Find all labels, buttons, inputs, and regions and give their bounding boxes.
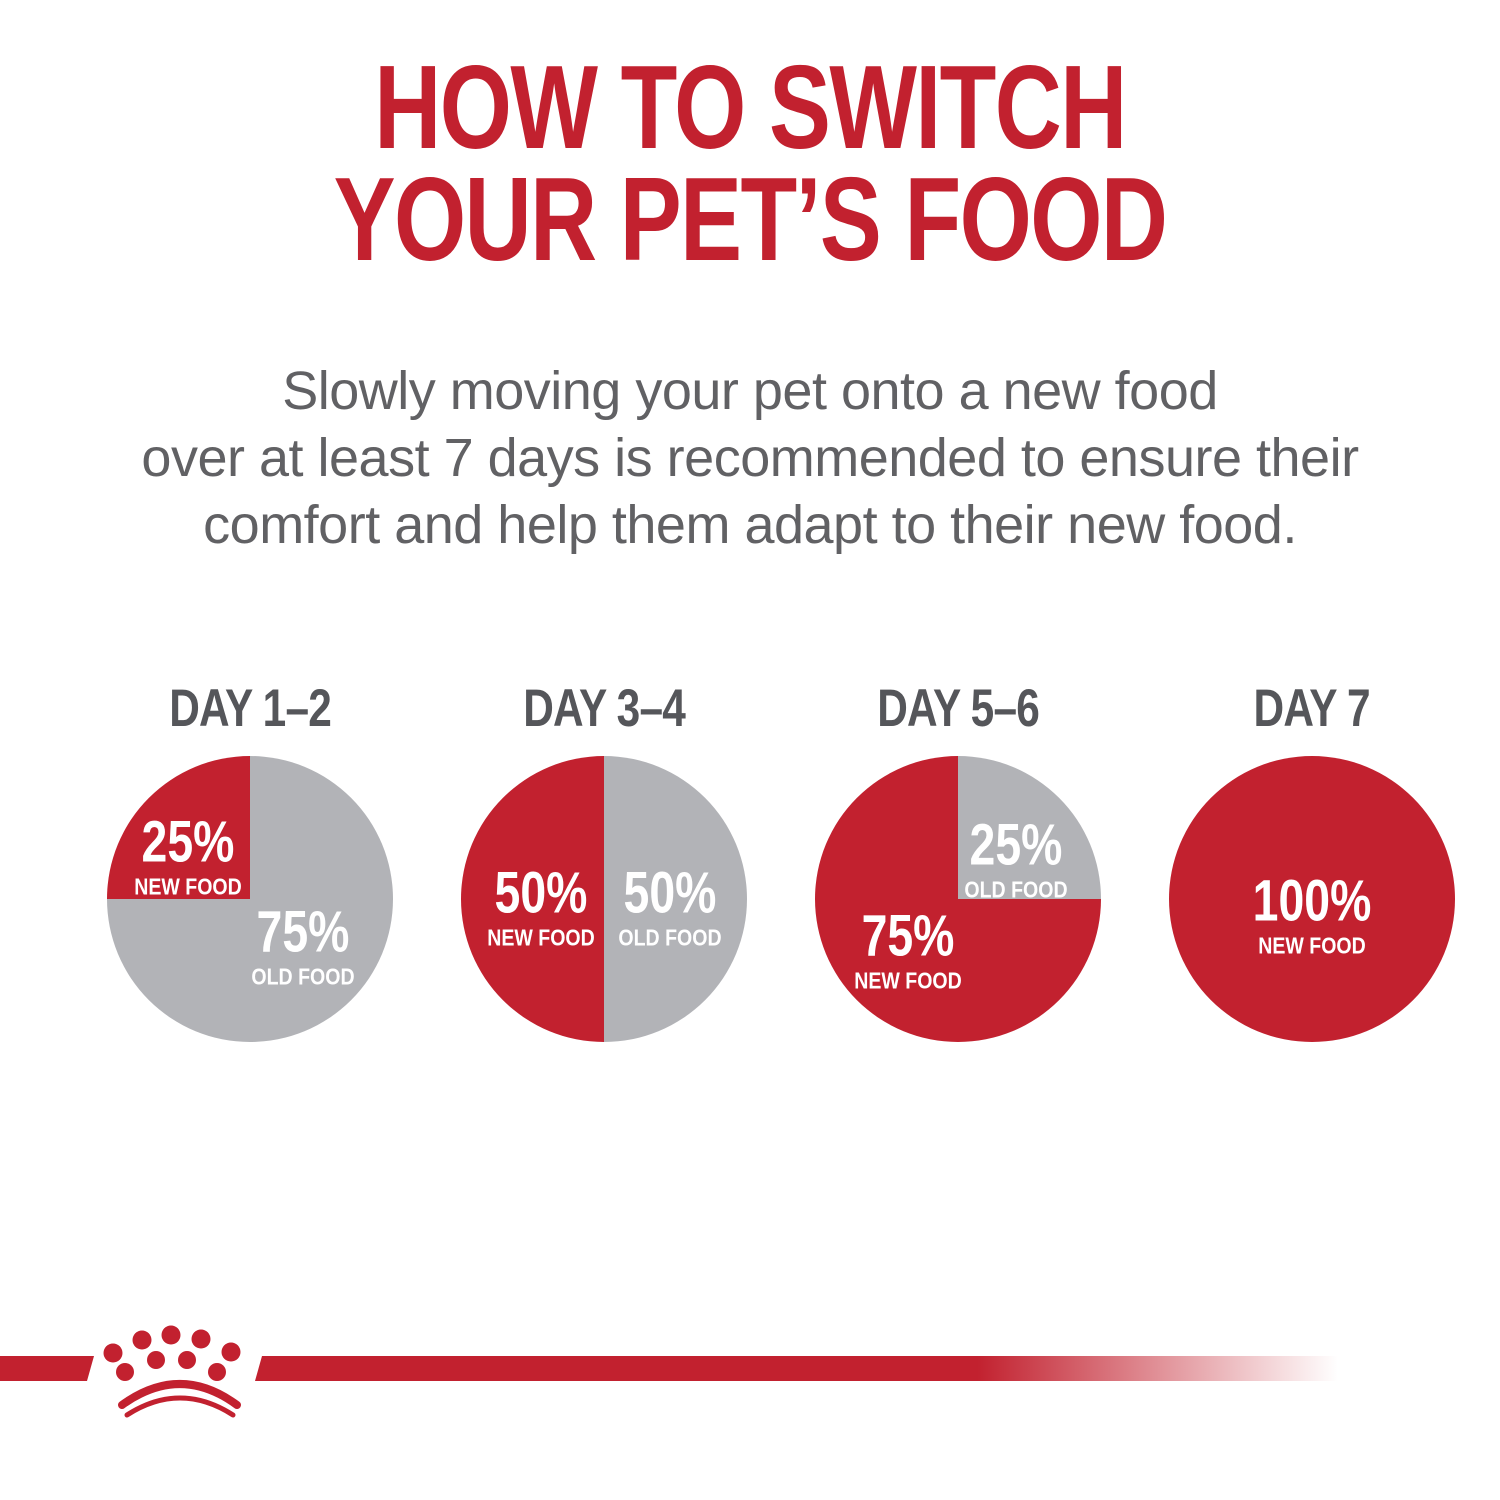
- day-7-label: DAY 7: [1253, 679, 1371, 738]
- new-food-percent: 25%: [141, 809, 235, 875]
- brand-stripe-right: [255, 1356, 1500, 1381]
- pie-chart-row: DAY 1–2 25% NEW FOOD 75% OLD FOOD DAY 3–…: [0, 677, 1500, 1042]
- royal-canin-crown-icon: [103, 1325, 241, 1418]
- page-title-line-1: HOW TO SWITCH: [374, 41, 1127, 174]
- old-food-percent: 25%: [969, 812, 1063, 878]
- pie-chart-day-5-6: 25% OLD FOOD 75% NEW FOOD: [815, 756, 1101, 1042]
- new-food-slice-label: 100% NEW FOOD: [1238, 868, 1386, 959]
- pie-chart-day-1-2: 25% NEW FOOD 75% OLD FOOD: [107, 756, 393, 1042]
- page-title: HOW TO SWITCH YOUR PET’S FOOD: [0, 41, 1500, 286]
- new-food-slice-label: 50% NEW FOOD: [478, 860, 605, 951]
- day-1-2-label: DAY 1–2: [169, 679, 332, 738]
- subtitle: Slowly moving your pet onto a new food o…: [0, 358, 1500, 559]
- day-3-4-label: DAY 3–4: [523, 679, 686, 738]
- old-food-name: OLD FOOD: [618, 924, 722, 951]
- pie-chart-day-3-4: 50% NEW FOOD 50% OLD FOOD: [461, 756, 747, 1042]
- old-food-name: OLD FOOD: [251, 963, 355, 990]
- old-food-slice-label: 75% OLD FOOD: [242, 899, 363, 990]
- pie-column-day-5-6: DAY 5–6 25% OLD FOOD 75% NEW FOOD: [808, 677, 1108, 1042]
- subtitle-line-1: Slowly moving your pet onto a new food: [282, 361, 1218, 421]
- brand-stripe-left: [0, 1356, 94, 1381]
- new-food-name: NEW FOOD: [134, 873, 242, 900]
- new-food-percent: 75%: [861, 903, 955, 969]
- day-5-6-label: DAY 5–6: [877, 679, 1040, 738]
- new-food-percent: 50%: [494, 860, 588, 926]
- pie-column-day-7: DAY 7 100% NEW FOOD: [1162, 677, 1462, 1042]
- subtitle-line-3: comfort and help them adapt to their new…: [203, 495, 1297, 555]
- new-food-name: NEW FOOD: [1258, 932, 1366, 959]
- old-food-percent: 50%: [623, 860, 717, 926]
- new-food-name: NEW FOOD: [854, 967, 962, 994]
- pie-chart-day-7: 100% NEW FOOD: [1169, 756, 1455, 1042]
- old-food-percent: 75%: [256, 899, 350, 965]
- new-food-name: NEW FOOD: [487, 924, 595, 951]
- page-title-line-2: YOUR PET’S FOOD: [333, 153, 1168, 286]
- new-food-percent: 100%: [1252, 868, 1372, 934]
- subtitle-line-2: over at least 7 days is recommended to e…: [141, 428, 1359, 488]
- old-food-slice-label: 50% OLD FOOD: [609, 860, 730, 951]
- new-food-slice-label: 25% NEW FOOD: [125, 809, 252, 900]
- pie-column-day-1-2: DAY 1–2 25% NEW FOOD 75% OLD FOOD: [100, 677, 400, 1042]
- old-food-slice-label: 25% OLD FOOD: [955, 812, 1076, 903]
- pie-column-day-3-4: DAY 3–4 50% NEW FOOD 50% OLD FOOD: [454, 677, 754, 1042]
- new-food-slice-label: 75% NEW FOOD: [845, 903, 972, 994]
- old-food-name: OLD FOOD: [964, 876, 1068, 903]
